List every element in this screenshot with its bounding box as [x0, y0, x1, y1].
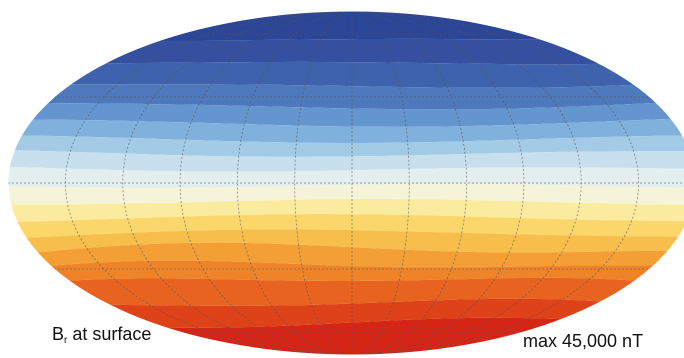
field-band: [8, 214, 684, 239]
meridian-line: [236, 11, 353, 355]
field-subscript: r: [64, 335, 68, 346]
meridian-line: [351, 11, 468, 355]
field-band: [8, 184, 684, 205]
field-band: [8, 260, 684, 287]
meridian-line: [64, 11, 353, 355]
graticule-grid: [8, 11, 684, 355]
field-band: [8, 135, 684, 157]
map-outline: [7, 10, 684, 356]
field-band: [8, 199, 684, 223]
meridian-line: [294, 11, 353, 355]
field-label-text: at surface: [67, 324, 152, 344]
field-color-bands: [8, 11, 684, 355]
field-band: [8, 81, 684, 110]
meridian-line: [122, 11, 353, 355]
meridian-line: [351, 11, 582, 355]
meridian-line: [179, 11, 353, 355]
field-label: Br at surface: [52, 325, 151, 346]
field-band: [8, 100, 684, 127]
meridian-line: [351, 11, 640, 355]
field-band: [8, 61, 684, 88]
field-band: [8, 277, 684, 311]
meridian-line: [351, 11, 525, 355]
field-band: [8, 229, 684, 256]
meridian-line: [351, 11, 410, 355]
field-band: [8, 298, 684, 329]
field-band: [8, 242, 684, 271]
field-band: [8, 36, 684, 65]
max-value-label: max 45,000 nT: [523, 331, 644, 351]
field-band: [8, 149, 684, 172]
field-band: [8, 117, 684, 143]
field-symbol: B: [52, 324, 65, 344]
